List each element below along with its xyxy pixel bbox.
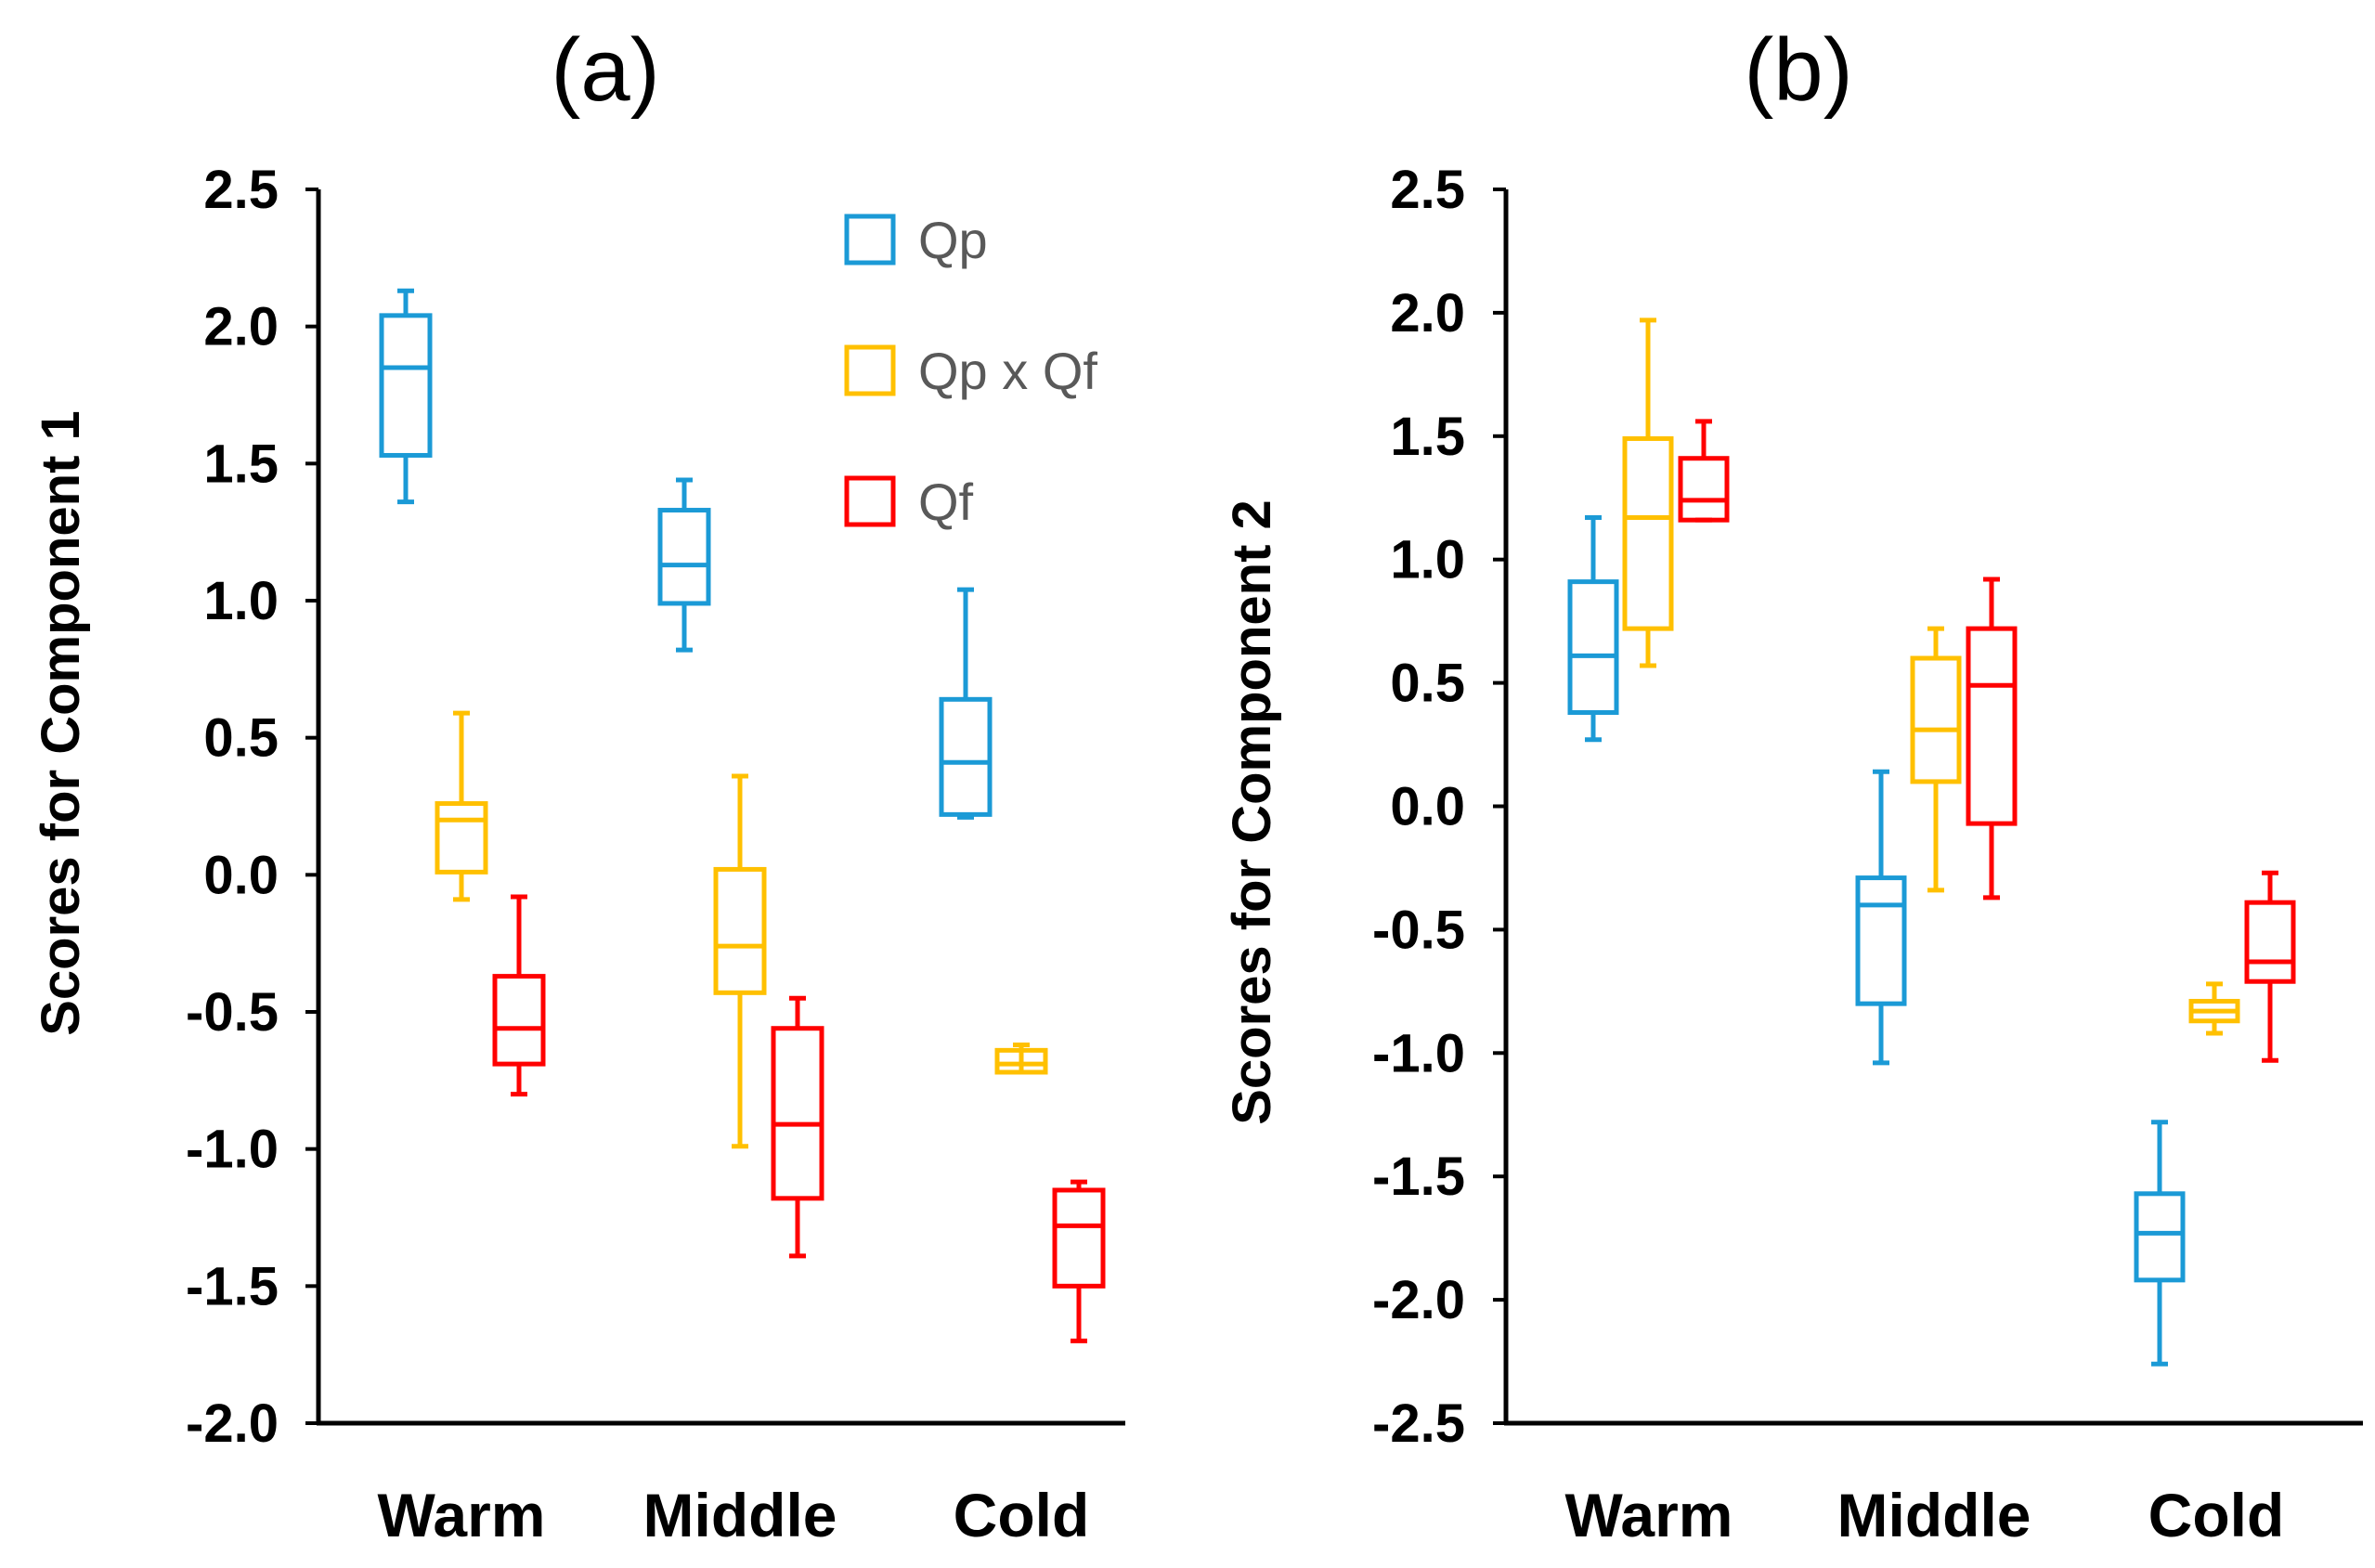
panel-b-y-tick-label: 1.0 xyxy=(1390,530,1465,590)
box-iqr xyxy=(1855,875,1907,1006)
panel-b-y-tick-label: 2.0 xyxy=(1390,283,1465,343)
panel-a-y-tick-label: 2.5 xyxy=(203,160,279,220)
legend: Qp Qp x Qf Qf xyxy=(844,211,1097,531)
panel-b-y-axis-title: Scores for Component 2 xyxy=(1222,499,1282,1125)
box-iqr xyxy=(1052,1187,1106,1289)
panel-b-box-qp-middle xyxy=(1855,769,1907,1066)
box-iqr xyxy=(1910,655,1962,784)
panel-a-box-qp-x-qf-middle xyxy=(713,773,767,1149)
panel-b-y-tick-label: 1.5 xyxy=(1390,407,1465,467)
panel-b-box-qf-warm xyxy=(1678,419,1730,523)
panel-a-title: (a) xyxy=(551,20,659,120)
panel-a-box-qp-middle xyxy=(657,477,711,653)
legend-label: Qp xyxy=(918,211,988,269)
box-iqr xyxy=(2134,1191,2186,1283)
box-iqr xyxy=(939,696,993,817)
panel-b-box-qp-warm xyxy=(1567,515,1619,743)
panel-a-y-axis-title: Scores for Component 1 xyxy=(31,410,91,1036)
legend-item-qp-x-qf: Qp x Qf xyxy=(844,342,1097,400)
box-iqr xyxy=(771,1026,824,1201)
box-iqr xyxy=(713,866,767,995)
box-iqr xyxy=(657,508,711,606)
panel-a-category-label-cold: Cold xyxy=(954,1481,1090,1549)
panel-b-y-tick-label: -1.5 xyxy=(1372,1147,1465,1207)
box-iqr xyxy=(379,313,433,458)
panel-a-y-tick-label: 0.0 xyxy=(203,845,279,905)
box-iqr xyxy=(492,974,546,1067)
panel-a: (a) Scores for Component 1 2.5 2.0 1.5 1.0 0… xyxy=(31,20,1125,1549)
legend-swatch xyxy=(844,214,896,266)
panel-b-box-qp-x-qf-warm xyxy=(1622,317,1674,668)
panel-b-title: (b) xyxy=(1744,20,1852,120)
legend-swatch xyxy=(844,475,896,527)
panel-b-box-qp-cold xyxy=(2134,1120,2186,1367)
panel-a-box-qp-x-qf-warm xyxy=(435,710,488,902)
box-iqr xyxy=(1567,579,1619,715)
box-iqr xyxy=(994,1047,1048,1075)
panel-a-y-tick-label: -1.0 xyxy=(186,1120,279,1180)
panel-b-box-qf-cold xyxy=(2244,870,2296,1063)
panel-b-box-qf-middle xyxy=(1966,577,2018,901)
box-iqr xyxy=(1622,435,1674,631)
legend-label: Qp x Qf xyxy=(918,342,1097,400)
panel-b-category-label-warm: Warm xyxy=(1565,1481,1733,1549)
panel-a-box-qp-warm xyxy=(379,288,433,505)
panel-b-y-tick-label: -1.0 xyxy=(1372,1023,1465,1083)
legend-item-qf: Qf xyxy=(844,473,974,531)
panel-b-category-label-middle: Middle xyxy=(1837,1481,2031,1549)
box-iqr xyxy=(435,801,488,875)
panel-a-box-qp-x-qf-cold xyxy=(994,1042,1048,1075)
panel-b: (b) Scores for Component 2 2.5 2.0 1.5 1.0 0… xyxy=(1222,20,2363,1549)
panel-a-category-label-middle: Middle xyxy=(643,1481,837,1549)
panel-a-y-tick-label: -2.0 xyxy=(186,1393,279,1454)
panel-b-y-tick-label: 2.5 xyxy=(1390,160,1465,220)
panel-b-y-tick-label: 0.0 xyxy=(1390,777,1465,837)
panel-a-category-label-warm: Warm xyxy=(378,1481,546,1549)
panel-a-box-qp-cold xyxy=(939,587,993,820)
panel-b-y-tick-label: -2.5 xyxy=(1372,1393,1465,1454)
legend-swatch xyxy=(844,344,896,396)
box-iqr xyxy=(1678,456,1730,523)
panel-b-y-tick-label: -0.5 xyxy=(1372,900,1465,960)
panel-a-box-qf-warm xyxy=(492,894,546,1097)
panel-a-y-tick-label: -0.5 xyxy=(186,982,279,1043)
panel-b-category-label-cold: Cold xyxy=(2148,1481,2285,1549)
panel-a-y-tick-label: 2.0 xyxy=(203,297,279,357)
legend-item-qp: Qp xyxy=(844,211,988,269)
box-iqr xyxy=(1966,626,2018,826)
panel-a-y-tick-label: 1.0 xyxy=(203,571,279,631)
legend-label: Qf xyxy=(918,473,974,531)
panel-a-box-qf-middle xyxy=(771,995,824,1259)
panel-a-y-tick-label: 1.5 xyxy=(203,434,279,494)
panel-b-box-qp-x-qf-cold xyxy=(2188,981,2240,1036)
panel-b-y-tick-label: -2.0 xyxy=(1372,1270,1465,1330)
panel-b-box-qp-x-qf-middle xyxy=(1910,626,1962,893)
panel-b-y-tick-label: 0.5 xyxy=(1390,654,1465,714)
panel-a-y-tick-label: -1.5 xyxy=(186,1256,279,1316)
panel-a-box-qf-cold xyxy=(1052,1179,1106,1343)
panel-a-y-tick-label: 0.5 xyxy=(203,708,279,769)
box-iqr xyxy=(2244,900,2296,984)
